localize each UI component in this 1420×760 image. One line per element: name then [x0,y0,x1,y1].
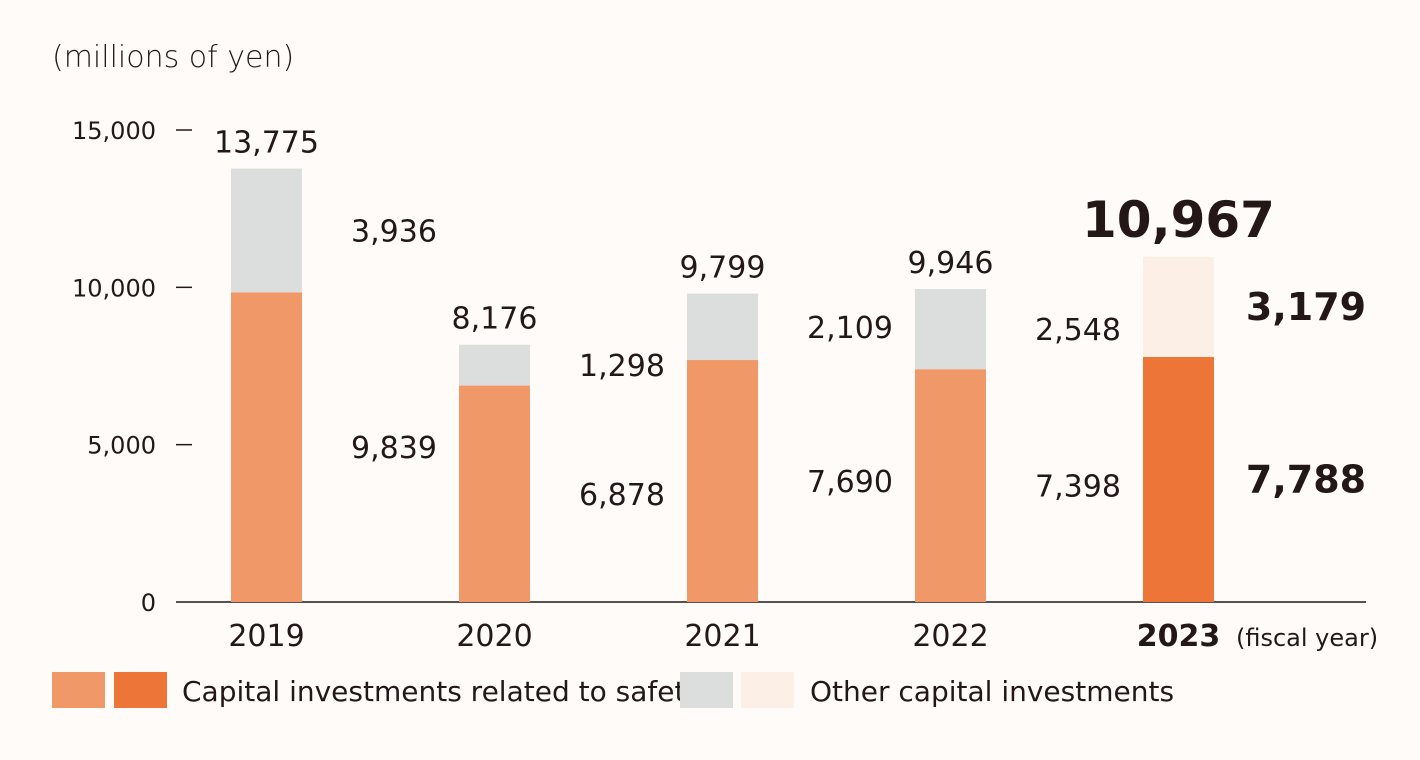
value-label-safety: 7,398 [1035,470,1121,505]
legend-swatch-other [680,672,733,708]
bar-other-2022 [915,289,986,370]
bar-other-2020 [459,344,530,386]
bar-safety-2022 [915,369,986,602]
y-tick-label: 0 [141,589,156,617]
legend-swatch-safety [52,672,105,708]
bar-safety-2021 [687,360,758,602]
x-tick-label: 2022 [912,619,988,654]
value-label-other: 3,936 [351,214,437,249]
y-tick-label: 15,000 [72,117,156,145]
bar-safety-2023 [1143,356,1214,602]
value-labels: 2019 13,775 9,839 3,936 2020 8,176 6,878 1,298 2… [214,126,1366,654]
value-label-other: 2,109 [807,311,893,346]
axes: 0 5,000 10,000 15,000 [72,117,1366,617]
y-tick-label: 5,000 [87,432,156,460]
x-tick-label: 2020 [456,619,532,654]
bars [231,168,1214,602]
bar-other-2021 [687,293,758,361]
total-label: 8,176 [452,302,538,337]
x-tick-label: 2019 [228,619,304,654]
legend: Capital investments related to safety Oth… [52,672,1174,708]
legend-label-other: Other capital investments [810,675,1174,708]
bar-other-2019 [231,168,302,293]
y-tick-label: 10,000 [72,274,156,302]
legend-label-safety: Capital investments related to safety [182,675,702,708]
value-label-other: 1,298 [579,349,665,384]
value-label-safety: 6,878 [579,478,665,513]
unit-label: (millions of yen) [52,40,294,75]
value-label-safety: 9,839 [351,431,437,466]
value-label-other: 3,179 [1246,285,1366,329]
x-tick-label: 2021 [684,619,760,654]
bar-safety-2019 [231,292,302,602]
total-label: 9,946 [908,246,994,281]
bar-safety-2020 [459,385,530,602]
fiscal-year-label: (fiscal year) [1236,624,1378,652]
bar-other-2023 [1143,256,1214,357]
legend-swatch-safety-highlight [114,672,167,708]
value-label-other: 2,548 [1035,313,1121,348]
total-label: 9,799 [680,251,766,286]
value-label-safety: 7,788 [1246,457,1366,501]
total-label: 10,967 [1082,191,1275,249]
total-label: 13,775 [214,126,319,161]
legend-swatch-other-highlight [741,672,794,708]
x-tick-label: 2023 [1137,619,1221,654]
value-label-safety: 7,690 [807,465,893,500]
